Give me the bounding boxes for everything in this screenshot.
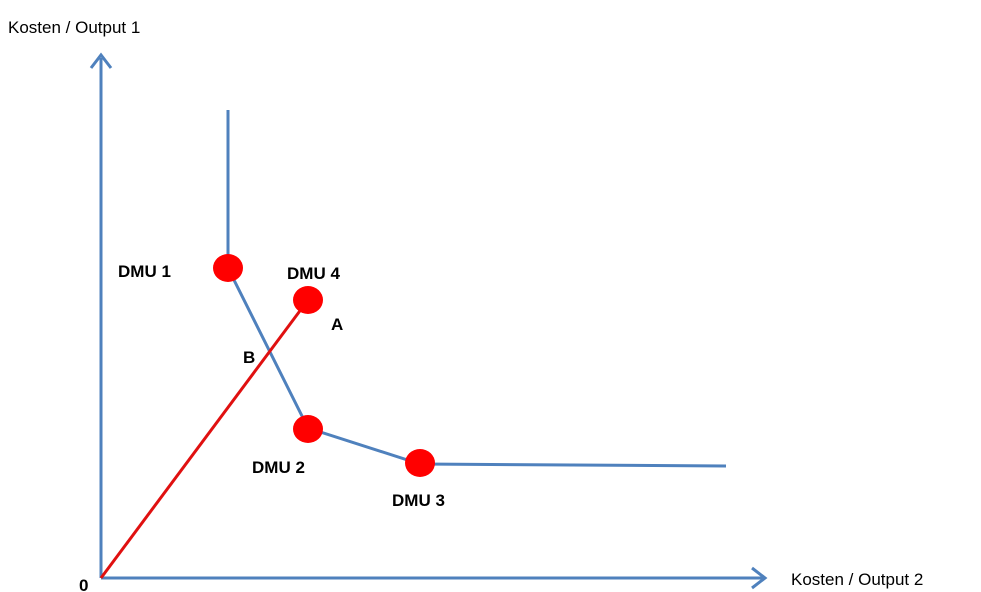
x-axis-arrowhead (751, 566, 768, 590)
dmu2-label: DMU 2 (252, 458, 305, 477)
dmu1-label: DMU 1 (118, 262, 171, 281)
dmu1-point (213, 254, 243, 282)
dmu3-point (405, 449, 435, 477)
marker-b: B (243, 348, 255, 367)
dmu4-label: DMU 4 (287, 264, 340, 283)
y-axis-label: Kosten / Output 1 (8, 18, 140, 37)
dmu2-point (293, 415, 323, 443)
marker-a: A (331, 315, 343, 334)
dmu3-label: DMU 3 (392, 491, 445, 510)
origin-ray (99, 299, 310, 579)
y-axis-arrowhead (89, 52, 113, 69)
x-axis-label: Kosten / Output 2 (791, 570, 923, 589)
origin-label: 0 (79, 576, 88, 592)
dmu4-point (293, 286, 323, 314)
